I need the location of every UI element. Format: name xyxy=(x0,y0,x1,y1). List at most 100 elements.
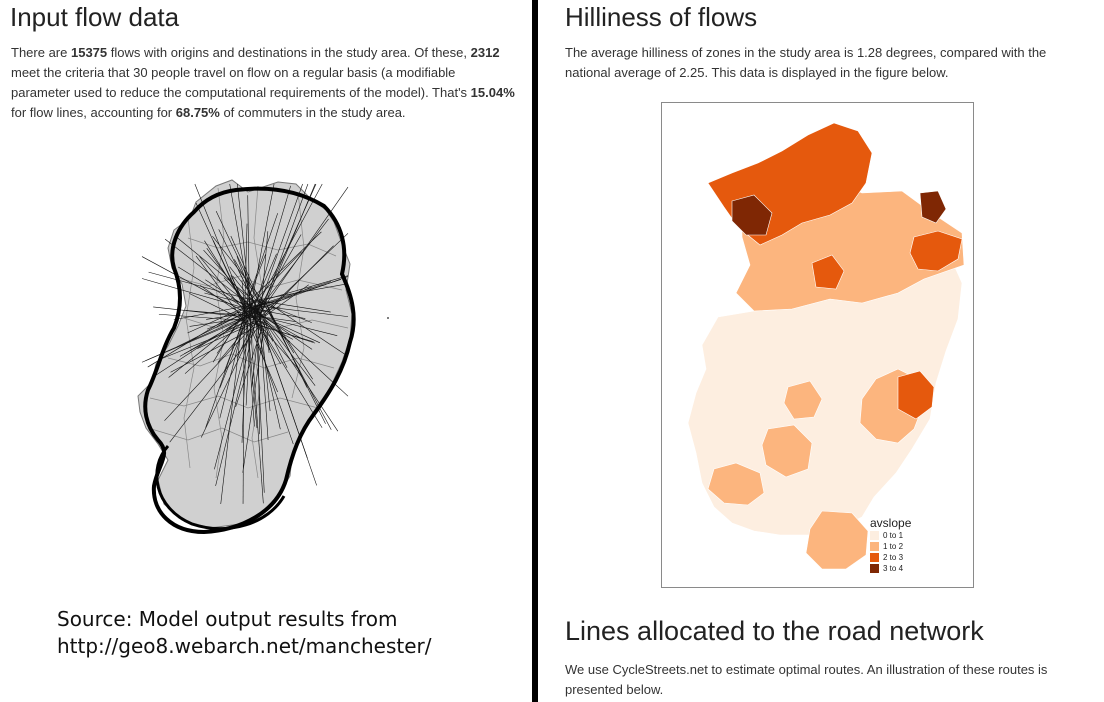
flow-line xyxy=(253,305,316,386)
para-text-3: meet the criteria that 30 people travel … xyxy=(11,65,471,100)
flow-line xyxy=(254,299,331,313)
hilliness-map-frame xyxy=(661,102,974,588)
flow-line xyxy=(159,322,253,360)
para-text-4: for flow lines, accounting for xyxy=(11,105,176,120)
hilliness-map xyxy=(687,122,965,570)
flow-line xyxy=(204,240,256,321)
flow-line xyxy=(242,323,265,473)
flow-line xyxy=(246,313,293,340)
flow-line xyxy=(258,305,349,317)
selected-flows-value: 2312 xyxy=(470,45,500,60)
flow-line xyxy=(176,236,256,303)
road-network-paragraph: We use CycleStreets.net to estimate opti… xyxy=(565,662,1048,697)
flow-line xyxy=(219,314,247,419)
flow-line xyxy=(212,310,245,363)
flow-line xyxy=(184,306,261,374)
flow-line xyxy=(258,302,269,441)
avslope-legend: avslope 0 to 1 1 to 2 2 to 3 3 to 4 xyxy=(870,516,911,574)
flow-line xyxy=(262,303,295,354)
flow-line xyxy=(153,306,259,319)
flow-line xyxy=(245,311,255,427)
flow-line xyxy=(250,311,281,365)
map-dot xyxy=(387,317,389,319)
flow-line xyxy=(251,300,280,308)
zone-southwest-1-to-2 xyxy=(707,462,765,506)
legend-item: 2 to 3 xyxy=(870,552,911,563)
flow-line xyxy=(262,245,334,318)
source-note: Source: Model output results from http:/… xyxy=(57,606,432,660)
legend-item: 0 to 1 xyxy=(870,530,911,541)
input-flow-section: Input flow data There are 15375 flows wi… xyxy=(0,0,532,702)
flow-line xyxy=(141,278,247,309)
flow-line xyxy=(245,303,253,406)
flow-line xyxy=(245,213,278,306)
flow-line xyxy=(267,302,349,357)
input-flow-heading: Input flow data xyxy=(10,2,180,32)
flow-line xyxy=(189,317,245,327)
legend-swatch-3-to-4 xyxy=(870,564,879,573)
flow-lines-percent: 15.04% xyxy=(470,85,515,100)
flow-line xyxy=(260,315,321,344)
flow-line xyxy=(164,238,266,318)
zone-south-1-to-2 xyxy=(805,510,869,570)
flow-line xyxy=(237,304,261,359)
flow-line xyxy=(244,223,248,312)
flow-line xyxy=(246,306,281,316)
flow-line xyxy=(200,319,258,438)
flow-line xyxy=(261,301,313,380)
flow-line xyxy=(164,316,262,421)
flow-line xyxy=(253,183,323,313)
flow-line xyxy=(246,307,306,319)
flow-line xyxy=(252,186,349,323)
flow-line xyxy=(245,231,322,305)
para-text-5: of commuters in the study area. xyxy=(219,105,406,120)
flow-line xyxy=(170,320,268,373)
legend-swatch-2-to-3 xyxy=(870,553,879,562)
flow-line xyxy=(229,183,253,316)
hilliness-paragraph: The average hilliness of zones in the st… xyxy=(565,45,1047,80)
legend-swatch-0-to-1 xyxy=(870,531,879,540)
flow-line xyxy=(263,319,339,432)
hilliness-section: Hilliness of flows The average hilliness… xyxy=(542,0,1104,702)
zone-center-1-to-2 xyxy=(783,380,823,420)
flow-line xyxy=(234,259,261,305)
legend-item: 3 to 4 xyxy=(870,563,911,574)
legend-label: 0 to 1 xyxy=(883,531,904,540)
input-flow-paragraph: There are 15375 flows with origins and d… xyxy=(11,43,516,123)
flow-line xyxy=(247,254,266,301)
flow-line xyxy=(249,317,264,504)
legend-label: 2 to 3 xyxy=(883,553,904,562)
flow-line xyxy=(256,185,291,302)
source-url[interactable]: http://geo8.webarch.net/manchester/ xyxy=(57,634,432,658)
study-area-boundary xyxy=(143,186,356,535)
flow-line xyxy=(187,303,254,334)
flow-line xyxy=(260,317,271,412)
para-text-2: flows with origins and destinations in t… xyxy=(107,45,471,60)
flow-line xyxy=(248,183,275,318)
flow-line xyxy=(230,235,264,309)
flow-lines xyxy=(141,183,349,505)
legend-title: avslope xyxy=(870,516,912,530)
zone-northeast-2-to-3 xyxy=(909,230,963,272)
flow-line xyxy=(206,305,263,330)
flow-line xyxy=(230,275,247,308)
legend-item: 1 to 2 xyxy=(870,541,911,552)
flow-line xyxy=(260,316,296,322)
flow-line xyxy=(249,317,294,445)
flow-line xyxy=(147,301,255,368)
zones-area xyxy=(137,179,353,529)
zone-center-2-to-3 xyxy=(811,254,845,290)
flow-line xyxy=(259,231,269,323)
zone-northeast-3-to-4 xyxy=(919,190,947,224)
flow-line xyxy=(217,321,252,363)
zone-south-center-1-to-2 xyxy=(761,424,813,478)
flow-line xyxy=(260,183,309,315)
para-text-1: There are xyxy=(11,45,71,60)
legend-swatch-1-to-2 xyxy=(870,542,879,551)
total-flows-value: 15375 xyxy=(70,45,108,60)
flow-line xyxy=(205,310,247,428)
flow-line xyxy=(257,322,323,428)
road-network-heading: Lines allocated to the road network xyxy=(565,616,984,646)
flow-line xyxy=(220,300,245,505)
flow-line xyxy=(254,305,265,493)
